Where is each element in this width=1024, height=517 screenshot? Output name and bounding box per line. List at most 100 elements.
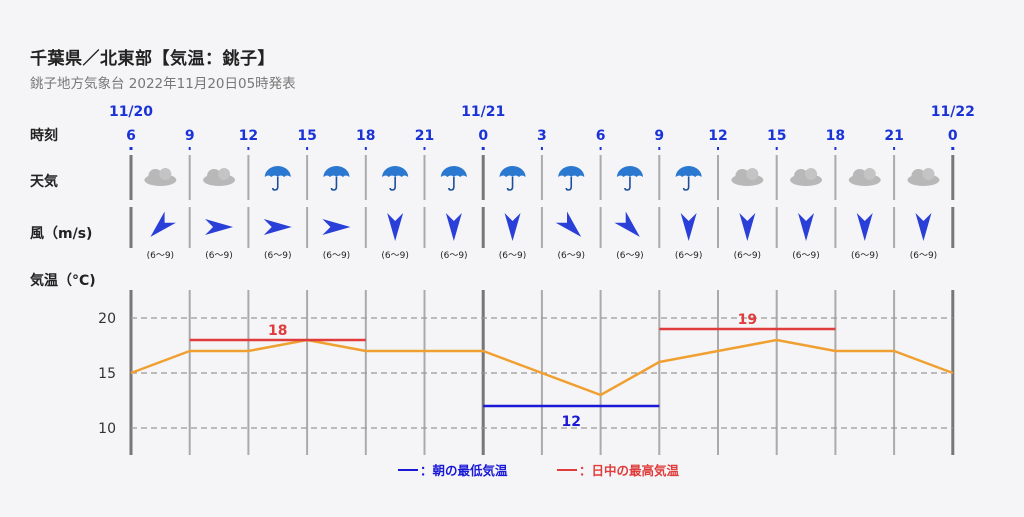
cloud-icon-part (735, 169, 750, 183)
wind-speed-label: (6〜9) (910, 251, 937, 261)
umbrella-handle (682, 177, 690, 191)
wind-arrow-shape (150, 211, 176, 237)
umbrella-handle (506, 177, 514, 191)
umbrella-handle (565, 177, 573, 191)
date-label: 11/20 (109, 104, 153, 120)
date-label: 11/22 (931, 104, 975, 120)
umbrella-icon (264, 166, 291, 191)
umbrella-canopy (264, 166, 291, 177)
hour-label: 21 (415, 128, 434, 144)
umbrella-icon (499, 166, 526, 191)
wind-arrow-shape (680, 213, 697, 241)
wind-arrow-icon (263, 219, 292, 235)
umbrella-canopy (499, 166, 526, 177)
hour-label: 12 (708, 128, 727, 144)
wind-arrow-icon (915, 213, 932, 241)
legend-max-label: ：日中の最高気温 (579, 463, 680, 478)
hour-label: 9 (654, 128, 664, 144)
max-temp-label: 18 (268, 323, 287, 339)
min-temp-label: 12 (562, 414, 581, 430)
y-tick-label: 15 (98, 366, 116, 382)
umbrella-canopy (323, 166, 350, 177)
wind-row-label: 風（m/s) (30, 226, 92, 242)
wind-speed-label: (6〜9) (205, 251, 232, 261)
y-tick-label: 10 (98, 421, 116, 437)
hour-label: 0 (948, 128, 958, 144)
wind-speed-label: (6〜9) (792, 251, 819, 261)
umbrella-icon (440, 166, 467, 191)
cloud-icon-part (746, 168, 759, 180)
umbrella-handle (389, 177, 396, 191)
cloud-icon (144, 168, 177, 186)
umbrella-handle (448, 177, 455, 191)
cloud-icon-part (911, 169, 926, 183)
umbrella-icon (675, 166, 702, 191)
wind-speed-label: (6〜9) (851, 251, 878, 261)
umbrella-canopy (440, 166, 467, 177)
wind-arrow-shape (555, 211, 582, 237)
wind-arrow-icon (614, 211, 640, 237)
wind-arrow-icon (504, 213, 521, 241)
cloud-icon (203, 168, 236, 186)
wind-arrow-icon (322, 219, 351, 235)
wind-speed-label: (6〜9) (381, 251, 408, 261)
hour-label: 12 (239, 128, 258, 144)
wind-speed-label: (6〜9) (499, 251, 526, 261)
wind-speed-label: (6〜9) (147, 251, 174, 261)
legend-min-label: ：朝の最低気温 (420, 463, 508, 478)
wind-arrow-shape (322, 219, 351, 235)
cloud-icon-part (805, 168, 818, 180)
wind-arrow-icon (680, 213, 697, 241)
wind-arrow-icon (739, 213, 756, 241)
wind-speed-label: (6〜9) (558, 251, 585, 261)
max-temp-label: 19 (738, 312, 757, 328)
wind-arrow-shape (445, 213, 462, 241)
hour-label: 6 (126, 128, 136, 144)
wind-arrow-icon (555, 211, 582, 237)
umbrella-icon (323, 166, 350, 191)
wind-speed-label: (6〜9) (440, 251, 467, 261)
umbrella-icon (382, 166, 409, 191)
hour-label: 3 (537, 128, 547, 144)
wind-arrow-shape (739, 213, 756, 241)
wind-arrow-icon (150, 211, 176, 237)
cloud-icon-part (207, 169, 222, 183)
umbrella-canopy (382, 166, 409, 177)
cloud-icon-part (794, 169, 809, 183)
cloud-icon (790, 168, 823, 186)
hour-label: 15 (297, 128, 316, 144)
cloud-icon (848, 168, 881, 186)
y-tick-label: 20 (98, 311, 116, 327)
cloud-icon-part (852, 169, 867, 183)
cloud-icon-part (863, 168, 876, 180)
hour-label: 18 (356, 128, 375, 144)
umbrella-icon (558, 166, 585, 191)
umbrella-icon (616, 166, 643, 191)
cloud-icon-part (218, 168, 231, 180)
cloud-icon (731, 168, 764, 186)
umbrella-handle (330, 177, 338, 191)
wind-arrow-shape (205, 219, 234, 235)
hour-label: 6 (596, 128, 606, 144)
wind-speed-label: (6〜9) (734, 251, 761, 261)
wind-arrow-icon (387, 213, 404, 241)
wind-arrow-icon (798, 213, 815, 241)
wind-arrow-shape (504, 213, 521, 241)
wind-arrow-icon (856, 213, 873, 241)
date-label: 11/21 (461, 104, 505, 120)
wind-speed-label: (6〜9) (264, 251, 291, 261)
wind-arrow-shape (387, 213, 404, 241)
cloud-icon-part (159, 168, 172, 180)
hour-label: 9 (185, 128, 195, 144)
wind-arrow-shape (856, 213, 873, 241)
time-row-label: 時刻 (30, 127, 58, 144)
wind-arrow-shape (915, 213, 932, 241)
hour-label: 18 (826, 128, 845, 144)
wind-speed-label: (6〜9) (675, 251, 702, 261)
wind-speed-label: (6〜9) (323, 251, 350, 261)
temp-row-label: 気温（°C) (30, 272, 96, 289)
wind-arrow-icon (205, 219, 234, 235)
hour-label: 0 (478, 128, 488, 144)
